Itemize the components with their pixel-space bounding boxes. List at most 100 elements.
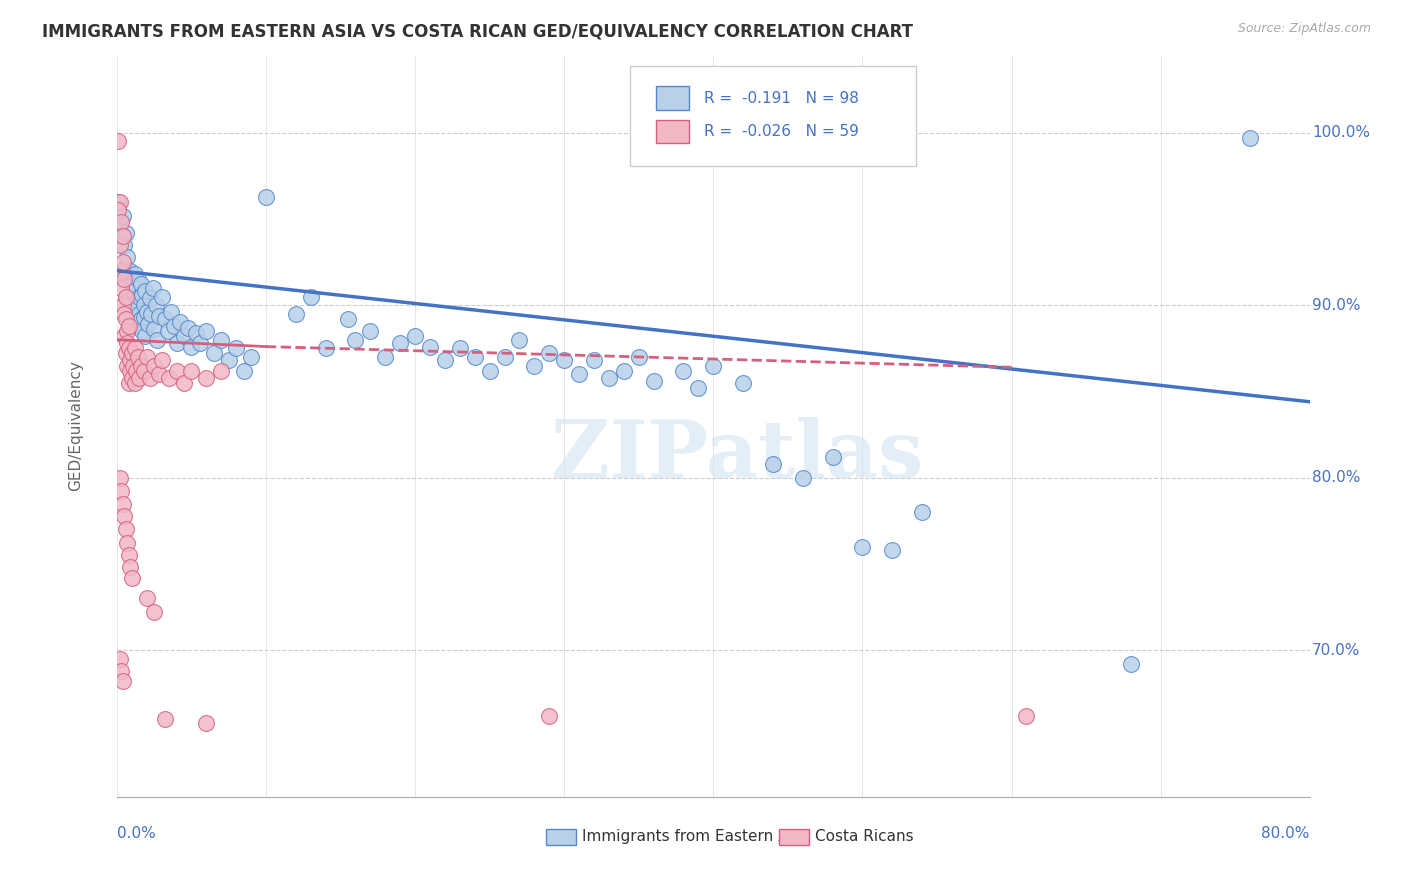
Point bbox=[156, 324, 179, 338]
Point bbox=[173, 376, 195, 390]
Text: Source: ZipAtlas.com: Source: ZipAtlas.com bbox=[1237, 22, 1371, 36]
Point bbox=[125, 298, 148, 312]
Point bbox=[1015, 708, 1038, 723]
Text: R =  -0.191   N = 98: R = -0.191 N = 98 bbox=[704, 91, 859, 105]
Point bbox=[821, 450, 844, 464]
Point bbox=[128, 289, 150, 303]
Point bbox=[195, 715, 218, 730]
Point bbox=[111, 674, 134, 689]
Point bbox=[218, 353, 240, 368]
Point bbox=[107, 194, 129, 209]
Point bbox=[145, 298, 167, 312]
Point bbox=[121, 277, 143, 292]
Point bbox=[202, 346, 225, 360]
Point bbox=[112, 508, 135, 523]
Point bbox=[112, 262, 135, 277]
Point bbox=[143, 359, 166, 373]
Text: 80.0%: 80.0% bbox=[1261, 826, 1310, 841]
Point bbox=[117, 324, 139, 338]
Point bbox=[121, 318, 143, 333]
Point bbox=[478, 364, 501, 378]
Point bbox=[117, 359, 139, 373]
Point bbox=[118, 272, 141, 286]
Point bbox=[284, 307, 307, 321]
Point bbox=[143, 322, 166, 336]
Point bbox=[121, 346, 143, 360]
Text: ZIPatlas: ZIPatlas bbox=[551, 417, 924, 494]
Point bbox=[568, 367, 591, 381]
Point bbox=[195, 370, 218, 384]
Point bbox=[114, 346, 136, 360]
Point bbox=[136, 317, 159, 331]
Point bbox=[110, 263, 132, 277]
Point bbox=[110, 215, 132, 229]
Point bbox=[184, 326, 207, 340]
Point bbox=[141, 307, 163, 321]
Point bbox=[299, 289, 322, 303]
Point bbox=[582, 353, 605, 368]
Point bbox=[150, 353, 173, 368]
Text: 100.0%: 100.0% bbox=[1312, 125, 1369, 140]
Point bbox=[146, 333, 169, 347]
Point bbox=[627, 350, 650, 364]
Point bbox=[110, 484, 132, 499]
Point bbox=[120, 263, 142, 277]
Point bbox=[121, 571, 143, 585]
Point bbox=[121, 370, 143, 384]
Point bbox=[111, 229, 134, 244]
Point bbox=[122, 285, 145, 299]
Point bbox=[180, 340, 202, 354]
Point bbox=[122, 301, 145, 316]
Point bbox=[132, 364, 155, 378]
Point bbox=[538, 708, 561, 723]
Point bbox=[120, 307, 142, 321]
Point bbox=[166, 364, 188, 378]
Point bbox=[232, 364, 254, 378]
Point bbox=[129, 277, 152, 292]
Point bbox=[124, 341, 146, 355]
Point bbox=[404, 329, 426, 343]
Point bbox=[118, 548, 141, 562]
Point bbox=[153, 712, 176, 726]
Point bbox=[127, 350, 149, 364]
Point bbox=[132, 298, 155, 312]
Point bbox=[523, 359, 546, 373]
Point bbox=[209, 364, 232, 378]
Point bbox=[598, 370, 620, 384]
Point bbox=[449, 341, 471, 355]
Point bbox=[157, 370, 180, 384]
Point bbox=[254, 189, 277, 203]
Point bbox=[125, 281, 148, 295]
Point bbox=[127, 272, 149, 286]
Point bbox=[129, 359, 152, 373]
Point bbox=[108, 194, 131, 209]
Point bbox=[135, 305, 157, 319]
Point bbox=[762, 457, 785, 471]
Point bbox=[125, 364, 148, 378]
Point bbox=[107, 203, 129, 218]
Bar bbox=[547, 829, 576, 845]
Point bbox=[117, 250, 139, 264]
Point bbox=[107, 134, 129, 148]
Text: 90.0%: 90.0% bbox=[1312, 298, 1361, 313]
Point bbox=[122, 359, 145, 373]
Point bbox=[177, 320, 200, 334]
Point bbox=[124, 267, 146, 281]
Point bbox=[911, 505, 934, 519]
Point bbox=[225, 341, 247, 355]
Point bbox=[114, 226, 136, 240]
Point bbox=[180, 364, 202, 378]
Point bbox=[643, 374, 665, 388]
Point bbox=[538, 346, 561, 360]
Point bbox=[143, 605, 166, 619]
Point bbox=[111, 496, 134, 510]
Point bbox=[117, 289, 139, 303]
Point bbox=[389, 336, 412, 351]
Point bbox=[148, 309, 170, 323]
Point bbox=[169, 315, 191, 329]
Point bbox=[190, 336, 212, 351]
Point bbox=[173, 329, 195, 343]
Point bbox=[613, 364, 636, 378]
Text: GED/Equivalency: GED/Equivalency bbox=[67, 360, 83, 491]
Point bbox=[120, 353, 142, 368]
